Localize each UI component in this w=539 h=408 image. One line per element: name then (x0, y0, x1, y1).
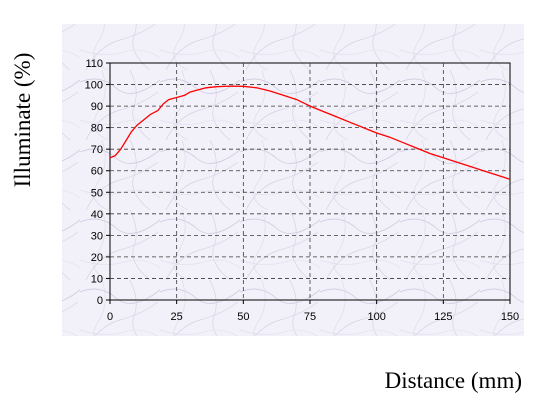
y-tick-label: 30 (91, 230, 103, 242)
x-tick-label: 0 (107, 311, 113, 323)
y-tick-label: 80 (91, 123, 103, 135)
y-tick-label: 90 (91, 101, 103, 113)
series-line-0 (109, 85, 511, 180)
x-axis-ticks: 0 25 50 75 100 125 150 (107, 300, 519, 323)
y-tick-label: 40 (91, 209, 103, 221)
x-tick-label: 25 (171, 311, 183, 323)
chart-panel (62, 24, 524, 336)
x-tick-label: 125 (434, 311, 452, 323)
y-axis-ticks: 0 10 20 30 40 50 60 70 80 90 100 110 (85, 58, 110, 307)
y-tick-label: 60 (91, 166, 103, 178)
y-tick-label: 50 (91, 187, 103, 199)
y-tick-label: 0 (97, 295, 103, 307)
x-tick-label: 150 (501, 311, 519, 323)
x-tick-label: 75 (304, 311, 316, 323)
y-axis-title: Illuminate (%) (10, 53, 35, 188)
x-tick-label: 100 (367, 311, 385, 323)
x-axis-title: Distance (mm) (385, 368, 522, 393)
y-tick-label: 20 (91, 252, 103, 264)
y-tick-label: 110 (85, 58, 103, 70)
series-group (109, 85, 511, 180)
y-tick-label: 70 (91, 144, 103, 156)
y-tick-label: 10 (91, 273, 103, 285)
x-tick-label: 50 (237, 311, 249, 323)
y-tick-label: 100 (85, 80, 103, 92)
grid-lines (110, 63, 510, 300)
